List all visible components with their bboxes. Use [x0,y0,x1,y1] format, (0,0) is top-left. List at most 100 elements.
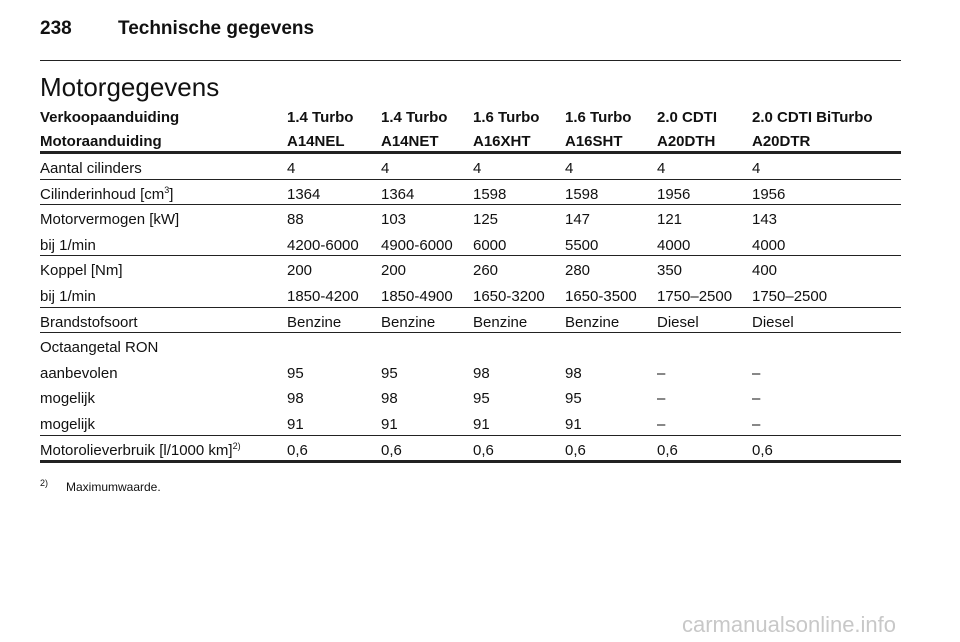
table-cell: 4 [287,160,296,177]
table-cell: Diesel [657,313,699,331]
table-cell: 0,6 [752,441,773,459]
table-cell: 98 [473,364,490,382]
table-cell: 4 [473,160,482,177]
table-cell: 4 [752,160,761,177]
group-rule [40,204,901,205]
table-cell: 98 [287,390,304,408]
table-cell: – [752,390,761,408]
table-cell: 91 [473,416,490,433]
table-cell: bij 1/min [40,236,96,254]
table-cell: 91 [287,416,304,433]
table-cell: 95 [565,390,582,408]
table-cell: 4 [381,160,390,177]
table-cell: 1850-4200 [287,288,359,305]
table-cell: 260 [473,262,499,280]
table-cell: A14NEL [287,133,345,150]
section-title: Motorgegevens [40,72,220,102]
table-cell: 95 [473,390,490,408]
table-cell: 400 [752,262,778,280]
cell-text: Cilinderinhoud [cm [40,185,165,203]
table-cell: 98 [381,390,398,408]
table-cell: A16SHT [565,133,623,150]
table-cell: Benzine [473,313,528,331]
table-cell: 103 [381,211,407,229]
table-cell: 4200-6000 [287,236,359,254]
table-cell: Motorolieverbruik [l/1000 km]2) [40,441,241,461]
table-cell: 280 [565,262,591,280]
table-cell: 1598 [473,185,507,203]
table-cell: 350 [657,262,683,280]
table-cell: 0,6 [565,441,586,459]
table-cell: 4000 [752,236,786,254]
table-cell: 0,6 [473,441,494,459]
table-cell: A20DTH [657,133,716,150]
watermark: carmanualsonline.info [682,612,897,637]
cell-text: ] [169,185,174,203]
footnote-text: Maximumwaarde. [66,480,161,494]
table-cell: Diesel [752,313,794,331]
table-cell: 1.6 Turbo [473,109,540,126]
table-cell: Motorvermogen [kW] [40,211,180,229]
table-cell: Cilinderinhoud [cm3] [40,185,173,205]
table-cell: 4 [565,160,574,177]
table-cell: Motoraanduiding [40,133,162,150]
group-rule [40,435,901,436]
table-cell: 4 [657,160,666,177]
group-rule [40,332,901,333]
table-cell: 5500 [565,236,599,254]
cell-text: Motorolieverbruik [l/1000 km] [40,441,233,459]
table-cell: Koppel [Nm] [40,262,123,280]
table-cell: 121 [657,211,683,229]
table-cell: Octaangetal RON [40,339,159,357]
table-cell: 1650-3200 [473,288,545,305]
table-cell: 1364 [381,185,415,203]
table-cell: A20DTR [752,133,811,150]
group-rule [40,255,901,256]
table-cell: 4000 [657,236,691,254]
table-cell: 143 [752,211,778,229]
table-cell: 125 [473,211,499,229]
table-cell: – [657,364,666,382]
table-cell: 1650-3500 [565,288,637,305]
table-cell: 1.4 Turbo [381,109,448,126]
table-cell: 95 [287,364,304,382]
superscript: 3 [164,184,170,195]
table-cell: – [657,390,666,408]
footnote-marker: 2) [40,478,49,488]
table-cell: 147 [565,211,591,229]
table-cell: 91 [565,416,582,433]
table-cell: 1956 [657,185,691,203]
table-cell: 2.0 CDTI BiTurbo [752,109,873,126]
table-cell: bij 1/min [40,288,96,305]
table-cell: 1956 [752,185,786,203]
table-cell: Brandstofsoort [40,313,138,331]
table-cell: 1750–2500 [657,288,733,305]
table-cell: 2.0 CDTI [657,109,718,126]
table-cell: 1850-4900 [381,288,453,305]
group-rule [40,307,901,308]
table-cell: 1750–2500 [752,288,828,305]
table-cell: 200 [381,262,407,280]
table-cell: mogelijk [40,390,96,408]
table-cell: 98 [565,364,582,382]
table-cell: 88 [287,211,304,229]
table-cell: Aantal cilinders [40,160,142,177]
table-cell: 6000 [473,236,507,254]
table-cell: Benzine [565,313,620,331]
table-cell: – [752,416,761,433]
table-cell: aanbevolen [40,364,118,382]
table-cell: mogelijk [40,416,96,433]
group-rule [40,179,901,180]
page-title: Technische gegevens [118,18,315,39]
table-cell: 1364 [287,185,321,203]
table-cell: 0,6 [657,441,678,459]
page-number: 238 [40,18,72,39]
table-cell: 1598 [565,185,599,203]
table-cell: 95 [381,364,398,382]
table-cell: Benzine [381,313,436,331]
thick-rule [40,460,901,463]
table-cell: 4900-6000 [381,236,453,254]
table-cell: Verkoopaanduiding [40,109,180,126]
table-cell: 0,6 [381,441,402,459]
